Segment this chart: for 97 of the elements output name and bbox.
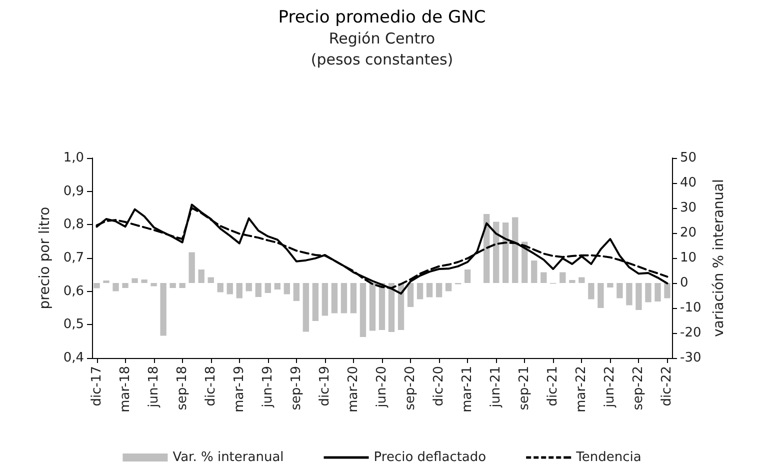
y2-tick-label: -30	[680, 350, 702, 366]
y2-tick-label: 10	[680, 250, 697, 266]
bar	[426, 283, 433, 298]
x-tick-label: mar-22	[574, 366, 590, 412]
x-tick-label: mar-19	[232, 366, 247, 412]
bar	[132, 278, 138, 283]
bar	[607, 283, 614, 288]
y2-tick-label: -10	[680, 300, 702, 316]
bar	[540, 272, 547, 283]
x-tick-label: dic-22	[660, 366, 675, 406]
bar	[122, 283, 128, 288]
y-tick-label: 0,9	[63, 184, 84, 199]
bar	[645, 283, 652, 302]
y-tick-label: 1,0	[63, 150, 84, 166]
bar	[512, 217, 518, 283]
bar	[369, 283, 376, 331]
y2-tick-label: 0	[680, 276, 688, 290]
x-tick-label: jun-20	[374, 366, 390, 408]
bar	[141, 280, 148, 283]
x-tick-label: mar-18	[118, 366, 133, 412]
x-tick-label: mar-20	[346, 366, 361, 412]
bar	[264, 283, 271, 293]
bar	[464, 270, 471, 283]
bar	[236, 283, 242, 298]
bar	[598, 283, 604, 308]
y2-axis-title: variación % interanual	[711, 179, 728, 337]
x-tick-label: dic-21	[546, 366, 561, 406]
bar	[198, 270, 204, 283]
y-tick-label: 0,4	[63, 350, 84, 366]
x-tick-label: dic-18	[203, 366, 218, 406]
bar	[416, 283, 424, 300]
y-tick-label: 0,7	[63, 250, 84, 266]
bar	[588, 283, 594, 300]
bar	[578, 277, 585, 283]
y2-tick-label: -20	[680, 326, 702, 340]
x-tick-label: jun-19	[260, 366, 276, 408]
bar	[340, 283, 348, 314]
bar	[569, 280, 576, 283]
x-tick-label: dic-19	[317, 366, 332, 406]
bar	[360, 283, 366, 337]
bar	[312, 283, 319, 321]
bar	[636, 283, 642, 310]
bar	[284, 283, 290, 294]
x-tick-label: sep-18	[174, 366, 190, 410]
x-tick-label: jun-21	[488, 366, 504, 408]
y-tick-label: 0,6	[63, 284, 84, 299]
bar	[493, 222, 500, 283]
bar	[217, 283, 224, 292]
legend-label: Precio deflactado	[374, 450, 486, 465]
bar	[274, 283, 280, 290]
bar	[560, 272, 566, 283]
bar	[388, 283, 395, 332]
legend-label: Var. % interanual	[172, 450, 284, 465]
y2-tick-label: 50	[680, 150, 697, 166]
bar	[255, 283, 262, 297]
bar	[302, 283, 310, 332]
x-tick-label: jun-22	[602, 366, 618, 408]
bar	[445, 283, 452, 292]
chart-title: Precio promedio de GNC	[278, 8, 486, 28]
chart-subtitle: Región Centro (pesos constantes)	[310, 30, 454, 68]
x-tick-label: sep-20	[403, 366, 418, 410]
y-tick-label: 0,5	[63, 317, 84, 332]
bar	[407, 283, 414, 307]
x-tick-label: sep-21	[517, 366, 532, 410]
bar	[94, 283, 100, 288]
y2-tick-label: 30	[680, 200, 697, 216]
x-tick-label: sep-19	[288, 366, 304, 410]
bar	[150, 283, 157, 286]
bar	[112, 283, 119, 292]
bar	[170, 283, 176, 288]
y2-tick-label: 40	[680, 176, 697, 190]
bar	[246, 283, 252, 292]
y2-tick-label: 20	[680, 226, 697, 240]
x-tick-label: sep-22	[631, 366, 646, 410]
bar	[293, 283, 300, 301]
x-tick-label: jun-18	[146, 366, 162, 408]
bar	[626, 283, 632, 306]
bar	[664, 283, 670, 298]
bar	[208, 277, 214, 283]
bar	[179, 283, 186, 288]
bar	[502, 222, 509, 283]
legend-label: Tendencia	[575, 450, 642, 465]
bar	[531, 260, 538, 283]
bar	[350, 283, 357, 314]
bar	[322, 283, 328, 316]
bar	[160, 283, 166, 336]
bar	[616, 283, 623, 298]
y-tick-label: 0,8	[63, 217, 84, 232]
x-tick-label: dic-20	[432, 366, 447, 406]
bar	[226, 283, 233, 294]
bar	[331, 283, 338, 314]
bar	[654, 283, 661, 302]
bar	[188, 252, 195, 283]
x-tick-label: dic-17	[89, 366, 104, 406]
y-axis-title: precio por litro	[37, 206, 53, 310]
x-tick-label: mar-21	[460, 366, 476, 412]
bar	[436, 283, 442, 298]
